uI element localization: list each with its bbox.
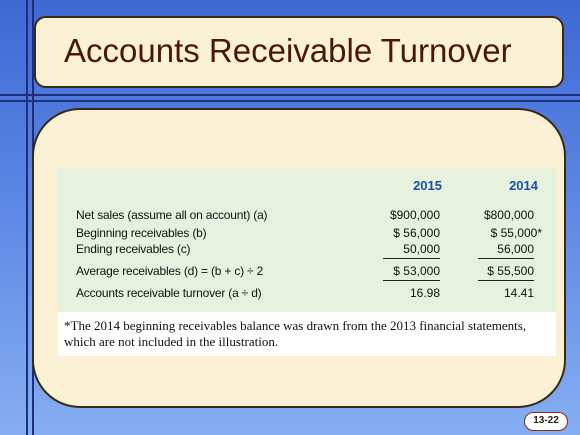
total-underline [383, 280, 440, 281]
row-label-net-sales: Net sales (assume all on account) (a) [76, 208, 267, 222]
row-label-average-receivables: Average receivables (d) = (b + c) ÷ 2 [76, 264, 263, 278]
cell-average-receivables-2014: $ 55,500 [464, 264, 534, 278]
footnote: *The 2014 beginning receivables balance … [64, 318, 550, 350]
row-label-ending-receivables: Ending receivables (c) [76, 242, 190, 256]
cell-average-receivables-2015: $ 53,000 [370, 264, 440, 278]
cell-turnover-2014: 14.41 [464, 286, 534, 300]
total-underline [478, 280, 534, 281]
frame-line-vertical [26, 0, 28, 435]
cell-net-sales-2014: $800,000 [464, 208, 534, 222]
frame-line-horizontal [0, 94, 580, 96]
cell-turnover-2015: 16.98 [370, 286, 440, 300]
title-box: Accounts Receivable Turnover [34, 16, 564, 88]
row-label-turnover: Accounts receivable turnover (a ÷ d) [76, 286, 261, 300]
cell-beginning-receivables-2014: $ 55,000* [472, 226, 542, 240]
cell-ending-receivables-2015: 50,000 [370, 242, 440, 256]
cell-beginning-receivables-2015: $ 56,000 [370, 226, 440, 240]
row-label-beginning-receivables: Beginning receivables (b) [76, 226, 206, 240]
frame-line-horizontal [0, 100, 580, 102]
sum-underline [478, 258, 534, 259]
column-header-2014: 2014 [478, 178, 538, 193]
column-header-2015: 2015 [382, 178, 442, 193]
slide-number-badge: 13-22 [524, 412, 568, 431]
cell-ending-receivables-2014: 56,000 [464, 242, 534, 256]
sum-underline [383, 258, 440, 259]
table-background: 2015 2014 Net sales (assume all on accou… [58, 168, 556, 312]
cell-net-sales-2015: $900,000 [370, 208, 440, 222]
slide-title: Accounts Receivable Turnover [64, 32, 512, 70]
illustration-panel: 2015 2014 Net sales (assume all on accou… [58, 168, 556, 356]
